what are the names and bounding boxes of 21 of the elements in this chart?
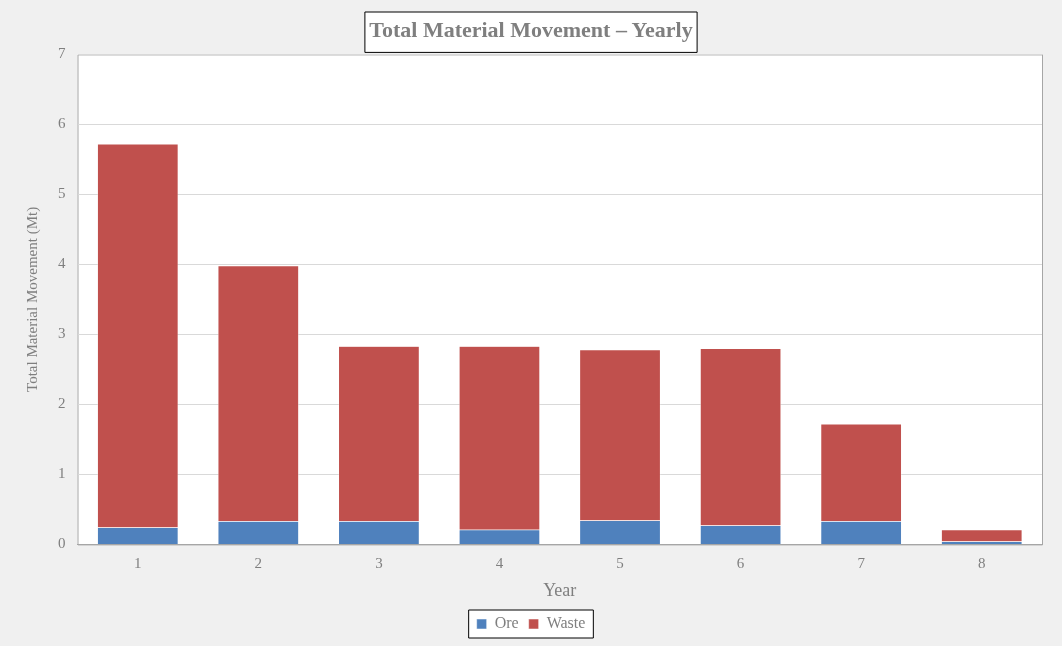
chart-title: Total Material Movement – Yearly: [369, 16, 693, 42]
y-tick-label: 6: [58, 115, 66, 132]
y-tick-label: 4: [58, 255, 66, 272]
x-tick-label: 1: [134, 555, 142, 572]
y-tick-label: 1: [58, 465, 66, 482]
x-tick-label: 4: [495, 555, 504, 572]
y-tick-label: 5: [58, 185, 66, 202]
x-tick-label: 8: [977, 555, 986, 572]
x-tick-label: 7: [857, 555, 866, 572]
x-tick-label: 3: [375, 555, 383, 572]
x-axis-title: Year: [543, 579, 577, 600]
y-axis-title: Total Material Movement (Mt): [23, 206, 41, 392]
y-tick-label: 2: [58, 395, 66, 412]
y-tick-label: 7: [58, 45, 66, 62]
y-tick-label: 3: [58, 325, 66, 342]
legend-label: Waste: [546, 614, 586, 632]
legend-label: Ore: [494, 614, 519, 632]
y-tick-label: 0: [58, 535, 66, 552]
x-tick-label: 5: [616, 555, 624, 572]
x-tick-label: 2: [254, 555, 263, 572]
x-tick-label: 6: [736, 555, 745, 572]
